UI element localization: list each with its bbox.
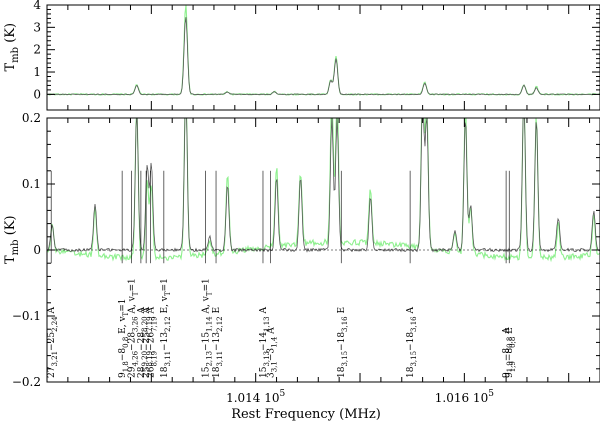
line-id-label: 152,13−151,14 A, vT=1 <box>202 278 214 378</box>
line-id-label: 33,1−31,4 A <box>266 327 278 378</box>
x-tick-label: 1.014 105 <box>226 389 285 405</box>
spectrum-series-gray <box>47 17 600 96</box>
line-id-label: 153,13−141,13 A <box>259 306 271 378</box>
line-id-label: 273,21−252,24 A <box>47 306 59 378</box>
y-tick-label: 0 <box>33 243 41 257</box>
x-axis-label: Rest Frequency (MHz) <box>231 407 381 422</box>
line-id-label: 258,19−257,19 A <box>142 306 154 378</box>
y-axis-label: Tmb (K) <box>3 215 21 264</box>
y-tick-label: 0.1 <box>22 177 41 191</box>
line-id-label: 183,11−132,12 E, vT=1 <box>160 278 172 378</box>
y-tick-label: 2 <box>33 43 41 57</box>
line-id-label: 91,9−80,8 A <box>502 327 514 378</box>
y-axis-label: Tmb (K) <box>3 23 21 72</box>
spectrum-series-gray <box>47 118 600 253</box>
line-id-label: 183,11−132,12 E <box>212 307 224 378</box>
y-tick-label: 3 <box>33 20 41 34</box>
plot-frame <box>46 4 600 111</box>
y-tick-label: 4 <box>33 0 41 12</box>
y-tick-label: 1 <box>33 65 41 79</box>
y-tick-label: 0 <box>33 87 41 101</box>
spectrum-series-green <box>47 5 600 96</box>
line-id-label: 183,15−183,16 E <box>337 307 349 378</box>
line-id-label: 91,8−80,8 E, vT=1 <box>118 299 130 379</box>
y-tick-label: −0.2 <box>12 375 41 389</box>
y-tick-label: −0.1 <box>12 309 41 323</box>
x-tick-label: 1.016 105 <box>435 389 494 405</box>
line-id-label: 268,19−267,19 A <box>146 306 158 378</box>
top-panel: 0 1 2 3 4 Tmb (K) <box>3 0 600 111</box>
y-tick-label: 0.2 <box>22 111 41 125</box>
line-id-label: 91,9−80,8 E <box>505 327 517 378</box>
line-id-label: 289,20−288,20 A <box>137 306 149 378</box>
line-id-label: 183,15−183,16 A <box>406 306 418 378</box>
bottom-panel: −0.2 −0.1 0 0.1 0.2 Tmb (K) 1.014 105 1.016 105… <box>3 111 600 405</box>
line-id-label: 294,26−283,26 A, vT=1 <box>128 278 140 378</box>
